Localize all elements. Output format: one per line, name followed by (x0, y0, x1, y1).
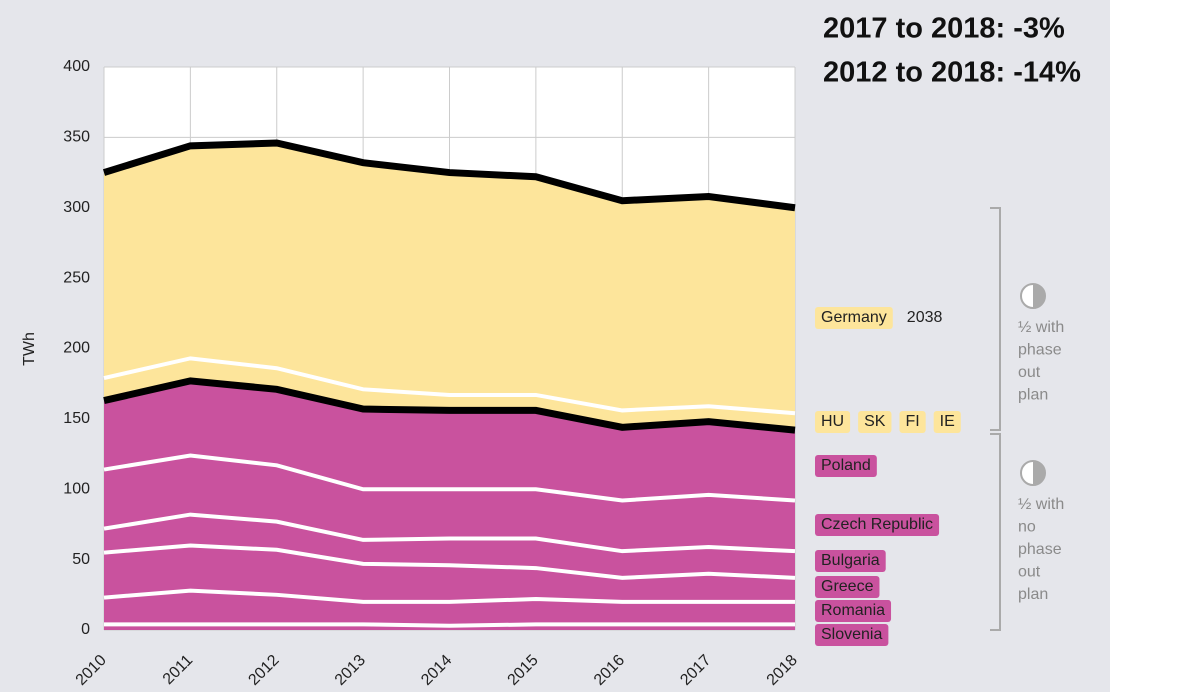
area-edge (103, 453, 796, 503)
legend-label: Czech Republic (821, 516, 933, 533)
legend-label: FI (905, 413, 919, 430)
group-note: phase (1018, 541, 1062, 558)
area-edge (103, 377, 796, 434)
legend-note: 2038 (907, 309, 943, 326)
legend-label: Poland (821, 457, 871, 474)
bracket (990, 207, 1001, 431)
group-note: ½ with (1018, 496, 1064, 513)
y-tick-label: 300 (63, 199, 90, 216)
background-right (1110, 0, 1178, 692)
y-axis-label: TWh (21, 332, 38, 366)
legend-box (933, 411, 961, 433)
legend-label: Greece (821, 578, 874, 595)
area-edge (103, 356, 796, 416)
legend-box (899, 411, 926, 433)
area-edge (103, 588, 795, 604)
legend-box (815, 455, 877, 477)
area (104, 380, 795, 501)
y-tick-label: 100 (63, 480, 90, 497)
legend-label: HU (821, 413, 844, 430)
group-note: out (1018, 564, 1041, 581)
half-icon (1020, 283, 1046, 309)
group-note: no (1018, 519, 1036, 536)
group-note: ½ with (1018, 319, 1064, 336)
legend-box (815, 624, 889, 646)
area (104, 545, 795, 602)
y-tick-label: 400 (63, 58, 90, 75)
group-note: phase (1018, 342, 1062, 359)
half-icon (1020, 460, 1046, 486)
legend-box (858, 411, 892, 433)
legend-box (815, 600, 892, 622)
y-tick-label: 250 (63, 269, 90, 286)
bracket (990, 433, 1001, 631)
group-note: out (1018, 364, 1041, 381)
area-edge (104, 622, 795, 628)
area-edge (103, 512, 796, 554)
area-edge (103, 543, 796, 580)
group-note: plan (1018, 387, 1048, 404)
legend-label: Slovenia (821, 626, 882, 643)
legend-label: IE (940, 413, 955, 430)
legend-box (815, 576, 880, 598)
legend-box (815, 550, 886, 572)
area (104, 143, 795, 414)
legend-label: Bulgaria (821, 552, 880, 569)
y-tick-label: 200 (63, 340, 90, 357)
area (104, 590, 795, 626)
y-tick-label: 150 (63, 410, 90, 427)
y-tick-label: 50 (72, 551, 90, 568)
y-tick-label: 0 (81, 621, 90, 638)
legend-box (815, 411, 851, 433)
legend-box (815, 514, 940, 536)
legend-label: SK (864, 413, 886, 430)
area-edge (102, 139, 796, 212)
area (104, 455, 795, 552)
legend-label: Romania (821, 602, 885, 619)
y-tick-label: 350 (63, 129, 90, 146)
annotation: 2012 to 2018: -14% (823, 57, 1081, 89)
annotation: 2017 to 2018: -3% (823, 13, 1065, 45)
group-note: plan (1018, 586, 1048, 603)
legend-label: Germany (821, 309, 887, 326)
legend-box (815, 307, 893, 329)
area (104, 514, 795, 578)
